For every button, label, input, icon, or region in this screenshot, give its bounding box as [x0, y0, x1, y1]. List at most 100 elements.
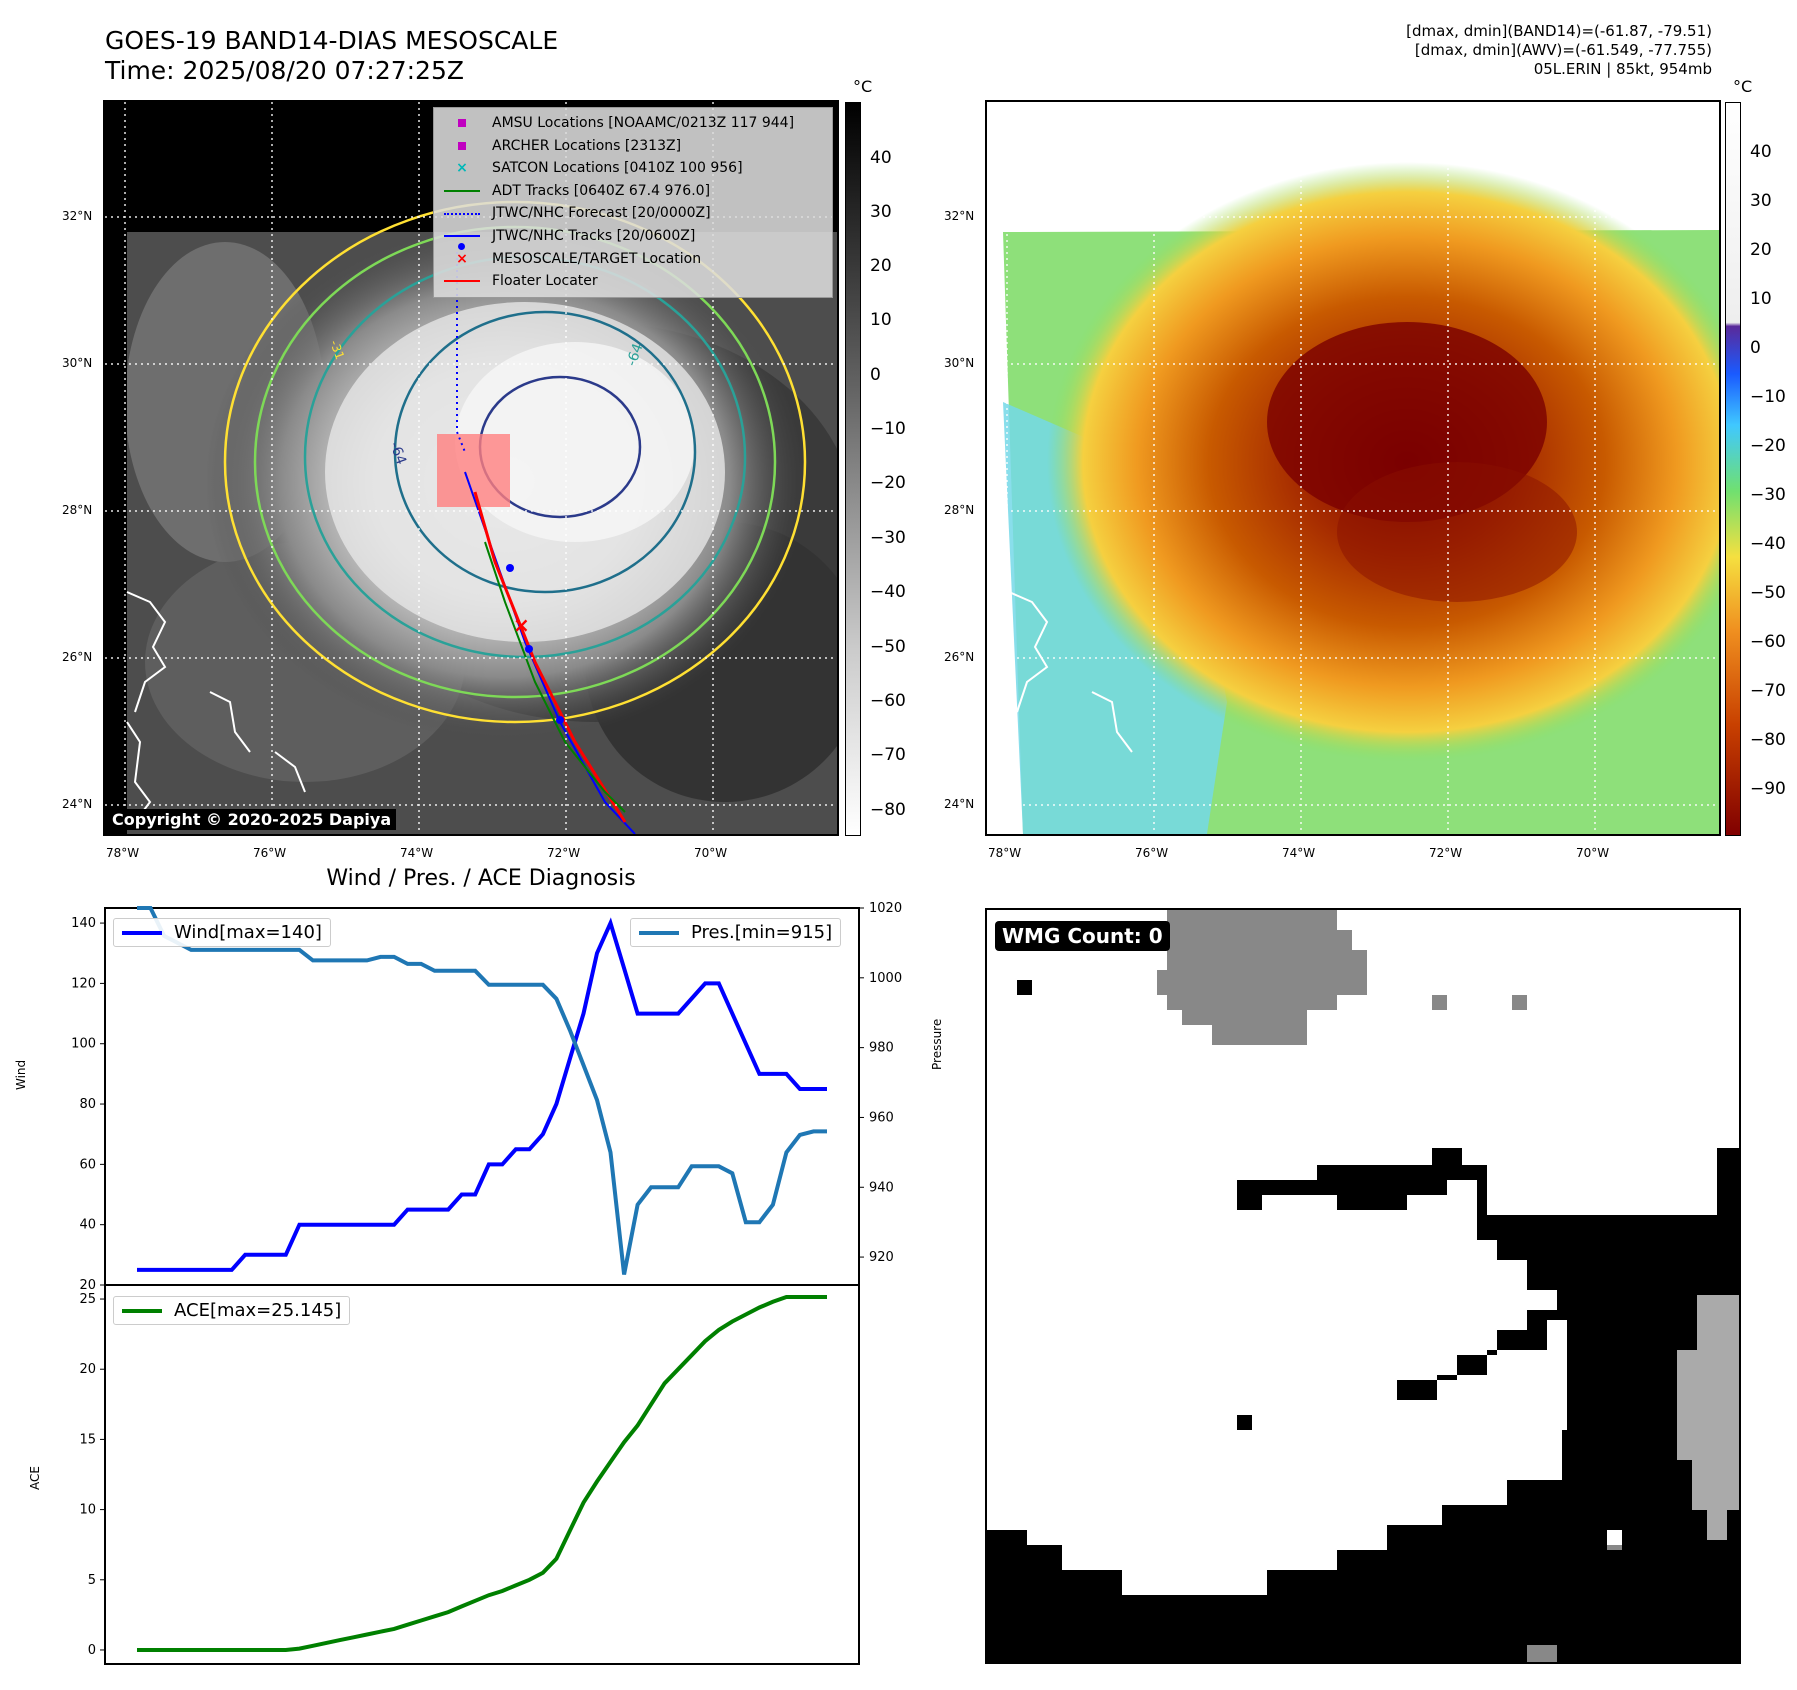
legend-row-tracks: JTWC/NHC Tracks [20/0600Z] — [442, 225, 824, 251]
ir-cbar-tick: −60 — [870, 691, 906, 711]
legend-label-satcon: SATCON Locations [0410Z 100 956] — [492, 160, 743, 177]
lon-label: 74°W — [1282, 846, 1316, 860]
green-line-icon — [442, 190, 482, 193]
wind-tick-label: 60 — [79, 1157, 96, 1172]
pressure-tick-label: 1020 — [869, 901, 902, 916]
legend-label-adt: ADT Tracks [0640Z 67.4 976.0] — [492, 182, 711, 199]
legend-label-tracks: JTWC/NHC Tracks [20/0600Z] — [492, 227, 696, 244]
contour-label-1: -64 — [386, 440, 409, 467]
awv-colorbar-unit: °C — [1733, 77, 1753, 96]
awv-cbar-tick: −60 — [1750, 632, 1786, 652]
wind-legend: Wind[max=140] — [113, 918, 331, 947]
ir-cbar-tick: −40 — [870, 582, 906, 602]
lon-label: 72°W — [1429, 846, 1463, 860]
pressure-legend-label: Pres.[min=915] — [691, 922, 833, 943]
blue-line-dot-icon — [442, 235, 482, 251]
ace-axis-label: ACE — [28, 1466, 42, 1490]
awv-map-panel — [985, 100, 1721, 836]
legend-row-satcon: × SATCON Locations [0410Z 100 956] — [442, 157, 824, 180]
ace-tick-label: 5 — [88, 1573, 96, 1588]
ir-cbar-tick: 20 — [870, 256, 892, 276]
awv-cbar-tick: −10 — [1750, 387, 1786, 407]
lon-label: 76°W — [1135, 846, 1169, 860]
awv-cbar-tick: −70 — [1750, 681, 1786, 701]
awv-cbar-tick: 10 — [1750, 289, 1772, 309]
pressure-legend-line — [639, 930, 679, 935]
lat-label: 24°N — [62, 797, 93, 811]
lon-label: 78°W — [106, 846, 140, 860]
diagnosis-title: Wind / Pres. / ACE Diagnosis — [326, 866, 636, 891]
red-x-icon: × — [456, 250, 468, 267]
wind-legend-line — [122, 930, 162, 935]
awv-cbar-tick: 20 — [1750, 240, 1772, 260]
legend-label-floater: Floater Locater — [492, 273, 598, 290]
awv-cbar-tick: 30 — [1750, 191, 1772, 211]
wind-tick-label: 40 — [79, 1218, 96, 1233]
wind-chart-frame — [104, 907, 860, 1286]
wind-tick-label: 100 — [71, 1037, 96, 1052]
lat-label: 32°N — [62, 209, 93, 223]
legend-row-adt: ADT Tracks [0640Z 67.4 976.0] — [442, 180, 824, 203]
legend-row-amsu: AMSU Locations [NOAAMC/0213Z 117 944] — [442, 112, 824, 135]
blue-dotted-line-icon — [442, 212, 482, 215]
ir-map-panel: × -31 -64 -64 AMSU Locations [NOAAMC/021… — [103, 100, 839, 836]
lon-label: 70°W — [694, 846, 728, 860]
lat-label: 26°N — [62, 650, 93, 664]
pressure-legend: Pres.[min=915] — [630, 918, 842, 947]
ir-cbar-tick: −20 — [870, 473, 906, 493]
ir-cbar-tick: −70 — [870, 745, 906, 765]
magenta-square-icon — [442, 141, 482, 150]
info-line-1: [dmax, dmin](BAND14)=(-61.87, -79.51) — [1406, 22, 1712, 40]
wind-axis-label: Wind — [14, 1059, 28, 1090]
legend-label-amsu: AMSU Locations [NOAAMC/0213Z 117 944] — [492, 115, 795, 131]
lat-label: 28°N — [944, 503, 975, 517]
legend-label-target: MESOSCALE/TARGET Location — [492, 250, 702, 267]
ace-tick-label: 25 — [79, 1292, 96, 1307]
figure-info: [dmax, dmin](BAND14)=(-61.87, -79.51) [d… — [1406, 22, 1712, 79]
ace-tick-label: 15 — [79, 1432, 96, 1447]
ace-tick-label: 20 — [79, 1362, 96, 1377]
wind-tick-label: 120 — [71, 976, 96, 991]
legend-row-forecast: JTWC/NHC Forecast [20/0000Z] — [442, 202, 824, 225]
pressure-tick-label: 940 — [869, 1180, 894, 1195]
wmg-count-badge: WMG Count: 0 — [995, 921, 1170, 951]
ace-series-line — [137, 1295, 827, 1652]
ace-chart-frame — [104, 1284, 860, 1665]
wmg-panel — [985, 908, 1741, 1664]
ir-cbar-tick: −30 — [870, 528, 906, 548]
awv-cbar-tick: −90 — [1750, 779, 1786, 799]
ir-colorbar-unit: °C — [853, 77, 873, 96]
title-line-2: Time: 2025/08/20 07:27:25Z — [105, 56, 464, 85]
pressure-tick-label: 920 — [869, 1250, 894, 1265]
ir-cbar-tick: 10 — [870, 310, 892, 330]
legend-label-archer: ARCHER Locations [2313Z] — [492, 137, 682, 154]
ace-legend-label: ACE[max=25.145] — [174, 1300, 342, 1321]
lat-label: 30°N — [62, 356, 93, 370]
ir-cbar-tick: −10 — [870, 419, 906, 439]
wmg-image — [987, 910, 1739, 1662]
wind-tick-label: 140 — [71, 916, 96, 931]
awv-map-image — [987, 102, 1719, 834]
svg-text:×: × — [513, 613, 530, 637]
ace-legend-line — [122, 1308, 162, 1313]
awv-cbar-tick: 40 — [1750, 142, 1772, 162]
ace-legend: ACE[max=25.145] — [113, 1296, 351, 1325]
ir-cbar-tick: 0 — [870, 365, 881, 385]
info-line-2: [dmax, dmin](AWV)=(-61.549, -77.755) — [1414, 41, 1712, 59]
pressure-tick-label: 960 — [869, 1110, 894, 1125]
awv-cbar-tick: −80 — [1750, 730, 1786, 750]
lat-label: 30°N — [944, 356, 975, 370]
wind-legend-label: Wind[max=140] — [174, 922, 322, 943]
lon-label: 70°W — [1576, 846, 1610, 860]
legend-row-target: × MESOSCALE/TARGET Location — [442, 248, 824, 271]
ir-legend: AMSU Locations [NOAAMC/0213Z 117 944] AR… — [433, 107, 833, 298]
lon-label: 78°W — [988, 846, 1022, 860]
ace-tick-label: 0 — [88, 1643, 96, 1658]
info-line-3: 05L.ERIN | 85kt, 954mb — [1533, 60, 1712, 78]
magenta-square-icon — [442, 119, 482, 128]
pressure-axis-label: Pressure — [930, 1018, 944, 1070]
ir-map-image: × -31 -64 -64 — [105, 102, 837, 834]
awv-cbar-tick: −50 — [1750, 583, 1786, 603]
lon-label: 76°W — [253, 846, 287, 860]
